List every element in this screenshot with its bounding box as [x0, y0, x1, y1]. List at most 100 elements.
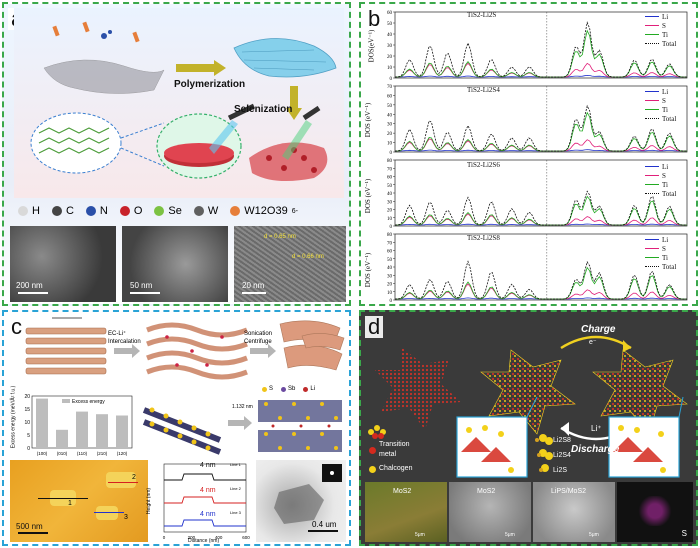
li-ion-label: Li⁺ [591, 424, 602, 433]
dos-plot-2: 0 10 20 30 40 50 60 70 [387, 85, 688, 156]
atom-n-icon [85, 206, 96, 216]
dos-legend3-li-label: Li [662, 162, 669, 171]
tem-c-scale-label: 0.4 um [312, 520, 337, 529]
discharge-label: Discharge [571, 444, 620, 455]
panel-c-label: c [8, 316, 25, 338]
dos-legend2-li-label: Li [662, 87, 669, 96]
dos-ytick-label: 0 [390, 299, 393, 304]
dos-ytick-label: 20 [387, 55, 393, 60]
species-li2s: Li2S [553, 467, 568, 474]
tem1-scalebar [130, 292, 160, 294]
crystal-structure [142, 400, 342, 455]
atom-se-icon [154, 206, 165, 216]
dos-ytick-label: 60 [387, 176, 393, 181]
dos-ytick-label: 60 [387, 11, 393, 16]
dos-plot-1: 0 10 20 30 40 50 60 [387, 11, 688, 82]
crystal-legend-li-label: Li [310, 386, 316, 392]
panel-c: c EC-Li⁺ Intercalation Sonication C [2, 310, 351, 546]
dos-legend3-s: S [645, 171, 676, 180]
dos-ytick-label: 50 [387, 22, 393, 27]
dos-ylabel-2: DOS (eV⁻¹) [364, 102, 373, 138]
afm-line-1 [38, 498, 88, 499]
crystal-legend-li: Li [303, 386, 315, 392]
bar-1 [56, 429, 68, 448]
dos-ytick-label: 10 [387, 142, 393, 147]
dos-ytick-label: 80 [387, 233, 393, 238]
afm-flake-2 [106, 472, 136, 488]
profile-ylabel: Height (nm) [146, 487, 153, 515]
afm-marker-2: 2 [132, 474, 136, 481]
saed-inset [322, 464, 342, 482]
dos-legend3-s-label: S [662, 171, 666, 180]
dos-legend-li: Li [645, 12, 676, 21]
legend-n: N [85, 205, 108, 217]
eds-map-image: S [617, 482, 693, 542]
legend-chalcogen-label: Chalcogen [379, 465, 413, 472]
dos-ytick-label: 10 [387, 217, 393, 222]
legend-h: H [18, 205, 40, 217]
dos-legend-ti: Ti [645, 30, 676, 39]
crystal-legend-s: S [262, 386, 273, 392]
legend-transition-metal-label: Transition metal [379, 441, 410, 458]
dos-series-ti [395, 111, 687, 152]
dos-legend2-total: Total [645, 114, 676, 123]
exfoliation-schematic [25, 317, 345, 380]
afm-marker-1: 1 [68, 500, 72, 507]
dos-plot-frame [394, 159, 688, 227]
species-li2s4: Li2S4 [553, 452, 571, 459]
bar-legend-label: Excess energy [72, 399, 105, 405]
legend-w12o39: W12O39 6- [230, 205, 298, 217]
profile-line-1 [164, 473, 246, 481]
dos-legend3-ti: Ti [645, 180, 676, 189]
selenization-label: Selenization [234, 104, 293, 115]
eds-map-dots [637, 496, 673, 526]
dos-legend4-s: S [645, 244, 676, 253]
optical-label: MoS2 [393, 488, 412, 495]
dos-legend2-s-label: S [662, 96, 666, 105]
afm-image: 1 2 3 500 nm [10, 460, 148, 542]
dos-ytick-label: 20 [387, 283, 393, 288]
species-legend: Li2S8 Li2S4 Li2S [553, 433, 571, 478]
sem-scalebar [18, 292, 48, 294]
dos-title-1: TiS2-Li2S [467, 11, 497, 19]
bar-category-label: (120) [117, 451, 128, 456]
dos-ytick-label: 40 [387, 266, 393, 271]
profile-xlabel: Distance (nm) [188, 538, 220, 544]
profile-label-2: 4 nm [200, 487, 216, 494]
dos-legend-2: Li S Ti Total [645, 87, 676, 123]
dos-ylabel-1: DOS(eV⁻¹) [367, 29, 376, 63]
dos-ytick-label: 30 [387, 274, 393, 279]
bar-category-label: (010) [57, 451, 68, 456]
dos-title-4: TiS2-Li2S8 [467, 234, 500, 242]
sem-lips-label: LiPS/MoS2 [551, 488, 587, 495]
dos-ytick-label: 10 [387, 66, 393, 71]
legend-w12o39-label: W12O39 [244, 205, 288, 217]
dos-ytick-label: 0 [390, 151, 393, 156]
panel-b-label: b [365, 8, 384, 30]
legend-c: C [51, 205, 74, 217]
dos-series-s [395, 213, 687, 226]
distance-label: 1.132 nm [232, 404, 253, 410]
dos-ylabel-4: DOS (eV⁻¹) [364, 252, 373, 288]
legend-se: Se [154, 205, 182, 217]
dos-legend3-ti-label: Ti [662, 180, 668, 189]
crystal-legend-sb: Sb [281, 386, 295, 392]
dos-ytick-label: 40 [387, 33, 393, 38]
atom-o-icon [119, 206, 130, 216]
profile-xtick-label: 200 [188, 535, 196, 540]
dos-legend-s: S [645, 21, 676, 30]
bar-ytick-label: 10 [24, 420, 30, 426]
dos-plots: 0 10 20 30 40 50 60 0 10 20 30 40 50 60 70 0 10 20 30 40 50 6… [387, 11, 688, 304]
eds-map-label: S [681, 529, 687, 538]
afm-scale-label: 500 nm [16, 522, 43, 531]
hrtem-image: d = 0.65 nm d = 0.66 nm 20 nm [234, 226, 346, 302]
dos-ytick-label: 40 [387, 192, 393, 197]
profile-label-1: 4 nm [200, 462, 216, 469]
dos-legend-total: Total [645, 39, 676, 48]
atom-legend: H C N O Se W W12O39 6- [18, 200, 343, 222]
profile-line-tag-1: Line 1 [230, 462, 241, 467]
bar-ytick-label: 20 [24, 394, 30, 400]
bar-category-label: (100) [37, 451, 48, 456]
dos-legend4-li-label: Li [662, 235, 669, 244]
dos-plot-frame [394, 11, 688, 79]
